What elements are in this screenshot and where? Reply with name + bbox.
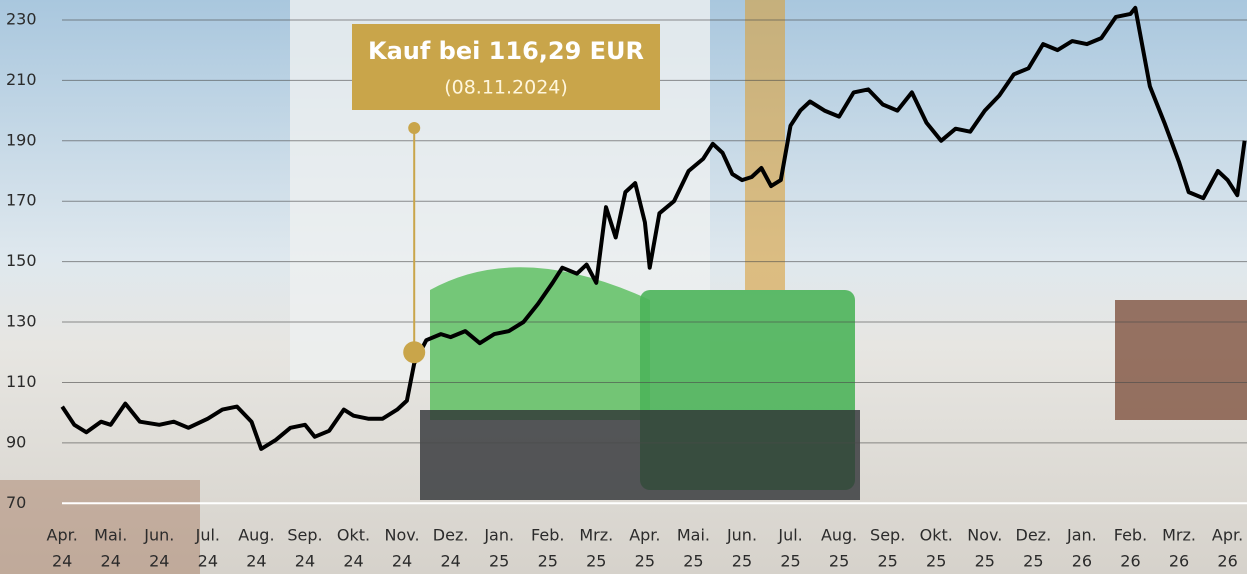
x-tick-label: Okt. xyxy=(920,526,953,545)
x-tick-label: 25 xyxy=(683,552,703,571)
x-tick-label: Dez. xyxy=(1016,526,1052,545)
y-tick-label: 70 xyxy=(6,493,26,512)
x-tick-label: 25 xyxy=(489,552,509,571)
annotation-title: Kauf bei 116,29 EUR xyxy=(368,37,644,65)
x-tick-label: Jan. xyxy=(1066,526,1097,545)
x-tick-label: 25 xyxy=(586,552,606,571)
x-tick-label: Aug. xyxy=(821,526,857,545)
x-tick-label: Jul. xyxy=(195,526,220,545)
container xyxy=(1115,300,1247,420)
y-tick-label: 150 xyxy=(6,251,37,270)
x-tick-label: 25 xyxy=(538,552,558,571)
x-tick-label: 24 xyxy=(198,552,218,571)
price-line xyxy=(60,5,1247,451)
x-tick-label: 26 xyxy=(1120,552,1140,571)
soil xyxy=(0,480,200,574)
x-tick-label: Mai. xyxy=(94,526,127,545)
x-tick-label: Jun. xyxy=(726,526,757,545)
x-tick-label: Nov. xyxy=(967,526,1002,545)
x-tick-label: 24 xyxy=(246,552,266,571)
y-tick-label: 110 xyxy=(6,372,37,391)
y-tick-label: 130 xyxy=(6,312,37,331)
y-tick-label: 90 xyxy=(6,432,26,451)
x-tick-label: 24 xyxy=(440,552,460,571)
x-tick-label: Jun. xyxy=(143,526,174,545)
x-tick-label: Okt. xyxy=(337,526,370,545)
x-tick-label: 24 xyxy=(295,552,315,571)
x-tick-label: Apr. xyxy=(629,526,660,545)
truck-chassis xyxy=(420,410,860,500)
x-tick-label: Jul. xyxy=(777,526,802,545)
annotation-dot xyxy=(408,122,421,134)
x-tick-label: 25 xyxy=(877,552,897,571)
x-tick-label: Dez. xyxy=(433,526,469,545)
x-tick-label: 25 xyxy=(829,552,849,571)
x-tick-label: Feb. xyxy=(531,526,564,545)
buy-marker xyxy=(403,341,426,364)
x-tick-label: 25 xyxy=(780,552,800,571)
x-tick-label: 25 xyxy=(635,552,655,571)
x-tick-label: 24 xyxy=(101,552,121,571)
y-tick-label: 210 xyxy=(6,70,37,89)
x-tick-label: 25 xyxy=(732,552,752,571)
x-tick-label: Mrz. xyxy=(1162,526,1196,545)
annotation-date: (08.11.2024) xyxy=(444,77,568,99)
y-tick-label: 170 xyxy=(6,191,37,210)
x-tick-label: 24 xyxy=(52,552,72,571)
x-tick-label: 25 xyxy=(1023,552,1043,571)
x-tick-label: Apr. xyxy=(1212,526,1243,545)
x-tick-label: Sep. xyxy=(870,526,905,545)
x-tick-label: 26 xyxy=(1169,552,1189,571)
y-tick-label: 190 xyxy=(6,130,37,149)
x-tick-label: 25 xyxy=(975,552,995,571)
crane xyxy=(745,0,785,290)
x-tick-label: Nov. xyxy=(385,526,420,545)
x-tick-label: Sep. xyxy=(287,526,322,545)
annotation-box xyxy=(352,24,660,110)
x-tick-label: Feb. xyxy=(1114,526,1147,545)
x-tick-label: 24 xyxy=(149,552,169,571)
x-tick-label: 26 xyxy=(1217,552,1237,571)
x-tick-label: 24 xyxy=(343,552,363,571)
x-tick-label: Aug. xyxy=(238,526,274,545)
x-tick-label: 25 xyxy=(926,552,946,571)
mixer-drum xyxy=(430,267,650,420)
x-tick-label: Mrz. xyxy=(579,526,613,545)
x-tick-label: 24 xyxy=(392,552,412,571)
x-tick-label: 26 xyxy=(1072,552,1092,571)
y-tick-label: 230 xyxy=(6,9,37,28)
x-tick-label: Mai. xyxy=(677,526,710,545)
x-tick-label: Jan. xyxy=(483,526,514,545)
x-tick-label: Apr. xyxy=(47,526,78,545)
